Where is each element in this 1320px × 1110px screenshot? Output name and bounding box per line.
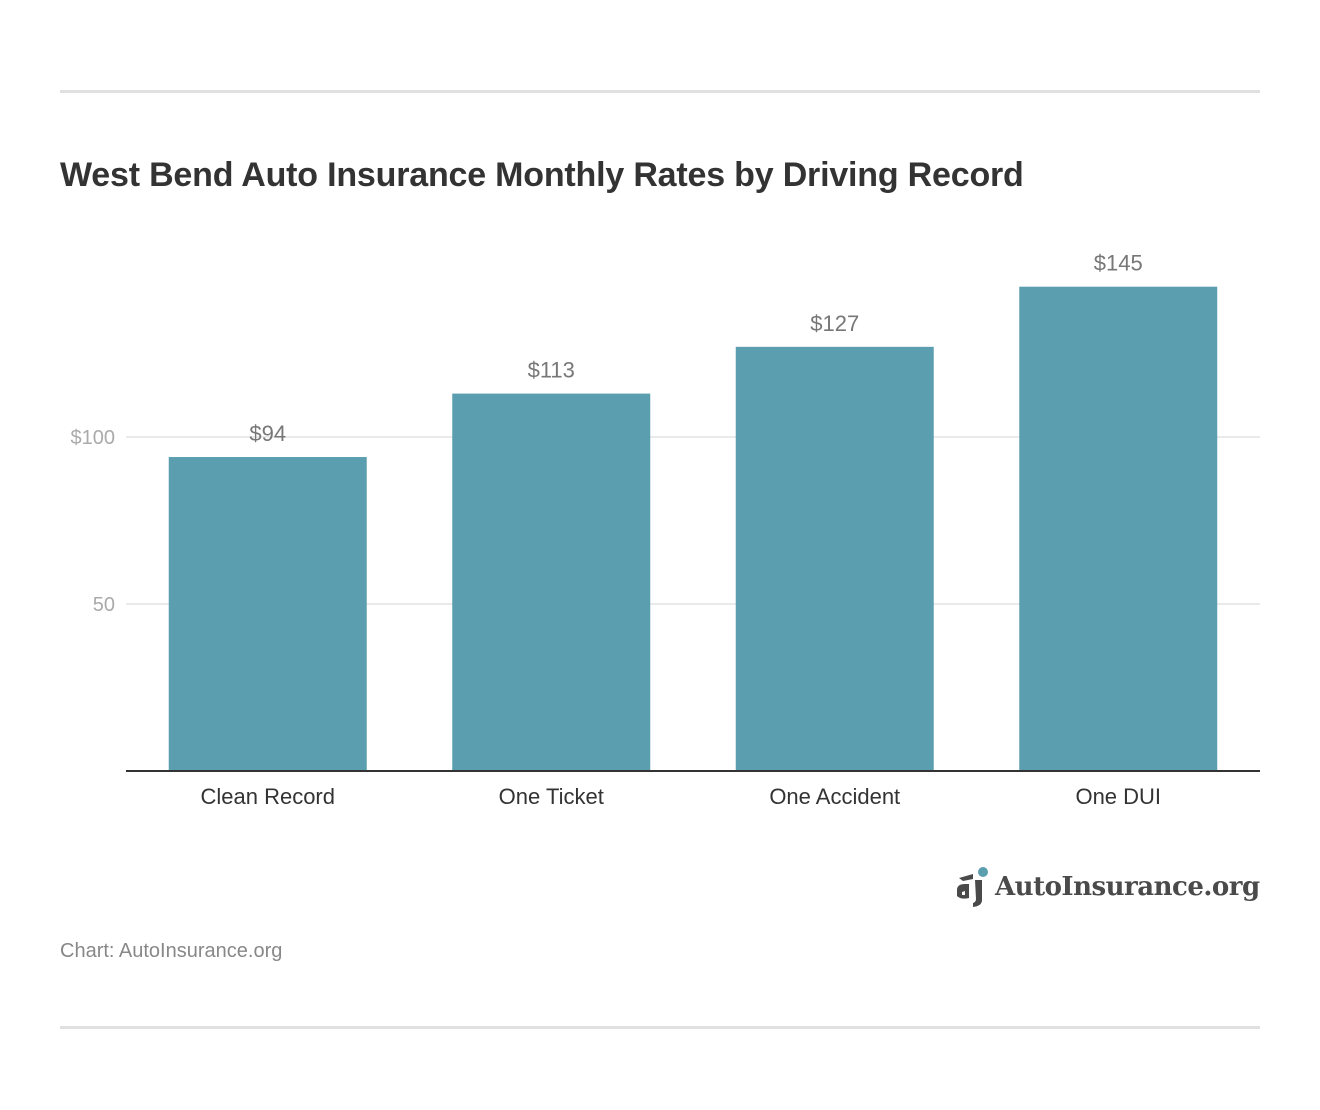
- y-tick-label: 50: [93, 594, 115, 616]
- data-label: $113: [528, 358, 575, 383]
- logo: AutoInsurance.org: [955, 866, 1260, 908]
- bottom-divider: [60, 1026, 1260, 1029]
- bar: [452, 393, 651, 771]
- logo-text: AutoInsurance.org: [995, 872, 1260, 902]
- logo-icon: [957, 867, 988, 907]
- chart-title: West Bend Auto Insurance Monthly Rates b…: [60, 156, 1024, 194]
- x-tick-label: One Ticket: [499, 784, 604, 809]
- x-tick-label: One Accident: [769, 784, 900, 809]
- data-label: $145: [1094, 251, 1143, 276]
- bar: [1019, 286, 1218, 771]
- bar: [168, 457, 367, 771]
- data-label: $127: [810, 311, 859, 336]
- chart-source: Chart: AutoInsurance.org: [60, 940, 283, 962]
- x-tick-label: One DUI: [1075, 784, 1161, 809]
- bar: [735, 346, 934, 771]
- top-divider: [60, 90, 1260, 93]
- x-tick-label: Clean Record: [200, 784, 335, 809]
- data-label: $94: [249, 421, 286, 446]
- y-tick-label: $100: [71, 427, 116, 449]
